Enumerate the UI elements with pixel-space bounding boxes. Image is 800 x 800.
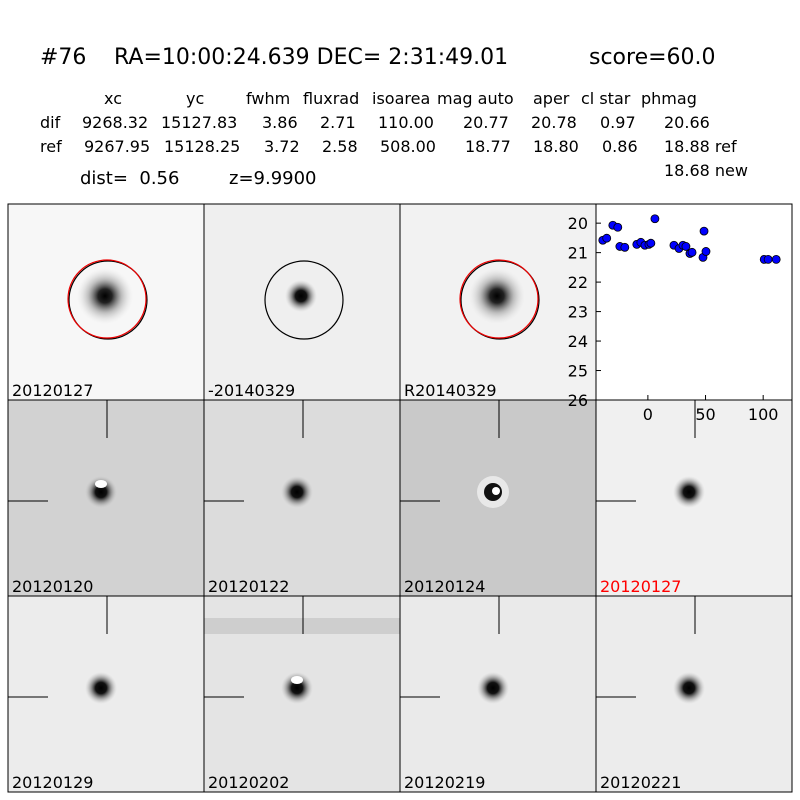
y-tick-label: 23 xyxy=(568,303,588,322)
source-residual xyxy=(95,480,107,488)
aperture xyxy=(460,260,540,340)
source-residual xyxy=(291,676,303,684)
source xyxy=(85,476,117,508)
y-tick-label: 25 xyxy=(568,362,588,381)
column-header: yc xyxy=(186,89,204,108)
source xyxy=(85,672,117,704)
panel-label: -20140329 xyxy=(208,381,295,400)
column-header: cl star xyxy=(581,89,631,108)
table-cell: 20.66 xyxy=(664,113,710,132)
source xyxy=(673,672,705,704)
point xyxy=(650,214,660,224)
table-cell: 2.58 xyxy=(322,137,358,156)
y-tick-label: 20 xyxy=(568,214,588,233)
point xyxy=(620,242,630,252)
aperture-ref xyxy=(67,259,147,339)
point xyxy=(602,233,612,243)
table-cell: 9268.32 xyxy=(82,113,148,132)
panel-grid: 20120127 -20140329 R20140329 20120120 201201… xyxy=(7,203,793,793)
source xyxy=(285,280,317,312)
table-cell: 9267.95 xyxy=(84,137,150,156)
panel-label: R20140329 xyxy=(404,381,497,400)
point xyxy=(687,247,697,257)
source xyxy=(281,672,313,704)
table-cell: 20.77 xyxy=(463,113,509,132)
panel-frame xyxy=(595,595,793,793)
source xyxy=(469,268,525,324)
source-core xyxy=(492,487,500,495)
column-header: phmag xyxy=(641,89,697,108)
point xyxy=(646,238,656,248)
table-cell: 20.78 xyxy=(531,113,577,132)
point xyxy=(699,226,709,236)
dist: dist= 0.56 xyxy=(80,168,179,189)
panel-label: 20120124 xyxy=(404,577,485,596)
table-cell: 15127.83 xyxy=(161,113,237,132)
y-tick-label: 21 xyxy=(568,244,588,263)
aperture xyxy=(264,260,344,340)
panel-label: 20120221 xyxy=(600,773,681,792)
column-header: isoarea xyxy=(372,89,430,108)
streak xyxy=(204,618,400,634)
x-tick-label: 50 xyxy=(695,405,715,424)
panel-label: 20120127 xyxy=(12,381,93,400)
point xyxy=(681,242,691,251)
panel-label: 20120127 xyxy=(600,577,681,596)
x-tick-label: 100 xyxy=(748,405,779,424)
table-cell: 18.88 ref xyxy=(664,137,737,156)
y-tick-label: 22 xyxy=(568,273,588,292)
panel-label: 20120122 xyxy=(208,577,289,596)
table-cell: ref xyxy=(40,137,62,156)
table-cell: 508.00 xyxy=(380,137,436,156)
aperture xyxy=(68,260,148,340)
table-cell: 15128.25 xyxy=(164,137,240,156)
table-cell: 2.71 xyxy=(320,113,356,132)
table-cell: 18.77 xyxy=(465,137,511,156)
column-header: aper xyxy=(533,89,570,108)
table-cell: 3.72 xyxy=(264,137,300,156)
object-id: #76 xyxy=(40,45,86,70)
table-cell: 18.80 xyxy=(533,137,579,156)
table-cell: 0.86 xyxy=(602,137,638,156)
source xyxy=(477,672,509,704)
source xyxy=(673,476,705,508)
y-tick-label: 26 xyxy=(568,391,588,410)
z-value: z=9.9900 xyxy=(229,168,317,189)
panel-label: 20120129 xyxy=(12,773,93,792)
x-tick-label: 0 xyxy=(643,405,653,424)
source xyxy=(281,476,313,508)
y-tick-label: 24 xyxy=(568,332,588,351)
panel-label: 20120120 xyxy=(12,577,93,596)
column-header: xc xyxy=(104,89,122,108)
table-cell: dif xyxy=(40,113,61,132)
table-extra: 18.68 new xyxy=(664,161,748,180)
table-cell: 3.86 xyxy=(262,113,298,132)
column-header: fluxrad xyxy=(303,89,359,108)
point xyxy=(771,255,781,264)
coordinates: RA=10:00:24.639 DEC= 2:31:49.01 xyxy=(114,45,508,70)
score: score=60.0 xyxy=(589,45,716,70)
table-cell: 110.00 xyxy=(378,113,434,132)
source xyxy=(77,268,133,324)
point xyxy=(701,247,711,256)
column-header: mag auto xyxy=(437,89,514,108)
table-cell: 0.97 xyxy=(600,113,636,132)
point xyxy=(613,222,623,232)
column-header: fwhm xyxy=(246,89,290,108)
plot-area xyxy=(595,203,793,401)
panel-label: 20120202 xyxy=(208,773,289,792)
aperture-ref xyxy=(459,259,539,339)
panel-label: 20120219 xyxy=(404,773,485,792)
point xyxy=(763,255,773,264)
